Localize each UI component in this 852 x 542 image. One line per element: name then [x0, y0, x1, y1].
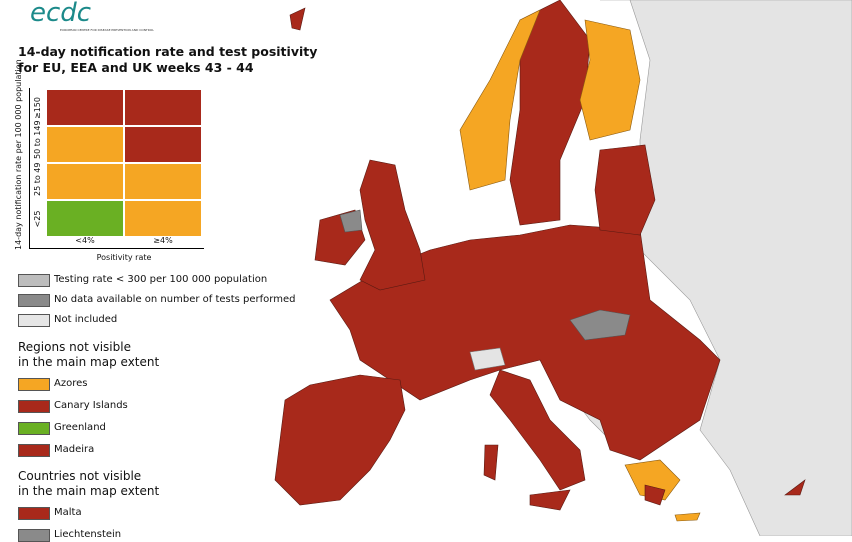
x-arrow — [29, 248, 204, 249]
continental-europe — [329, 224, 721, 461]
matrix-cell — [124, 200, 202, 237]
northern-ireland — [339, 209, 363, 233]
row-label: 25 to 49 — [33, 162, 42, 196]
sicily — [529, 489, 571, 511]
matrix-cell — [124, 163, 202, 200]
section-title: in the main map extent — [18, 484, 160, 498]
row-label: 50 to 149 — [33, 119, 42, 159]
legend-label: Liechtenstein — [54, 529, 122, 540]
legend-swatch — [18, 400, 50, 413]
legend-panel: ecdc EUROPEAN CENTRE FOR DISEASE PREVENT… — [0, 0, 317, 542]
great-britain — [359, 159, 426, 291]
legend-label: No data available on number of tests per… — [54, 294, 296, 305]
slovakia — [569, 309, 631, 341]
matrix-cell — [124, 89, 202, 126]
sardinia — [483, 444, 499, 481]
legend-swatch — [18, 378, 50, 391]
legend-label: Azores — [54, 378, 88, 389]
legend-swatch — [18, 314, 50, 327]
section-title: Regions not visible — [18, 340, 131, 354]
row-label: <25 — [33, 210, 42, 227]
norway — [459, 9, 541, 191]
matrix-cell — [46, 163, 124, 200]
matrix-cell — [124, 126, 202, 163]
legend-label: Testing rate < 300 per 100 000 populatio… — [54, 274, 268, 285]
peloponnese — [644, 484, 666, 506]
cyprus — [784, 479, 806, 496]
legend-label: Canary Islands — [54, 400, 128, 411]
legend-label: Madeira — [54, 444, 95, 455]
column-label: <4% — [75, 236, 95, 245]
iceland-part — [289, 7, 306, 31]
legend-swatch — [18, 444, 50, 457]
iberia — [274, 374, 406, 506]
matrix-cell — [46, 126, 124, 163]
crete — [674, 512, 701, 522]
x-axis-label: Positivity rate — [96, 253, 152, 262]
finland — [579, 19, 641, 141]
logo-text: ecdc — [30, 0, 92, 28]
section-title: Countries not visible — [18, 469, 142, 483]
matrix-cell — [46, 200, 124, 237]
italy — [489, 369, 586, 491]
y-axis-label: 14-day notification rate per 100 000 pop… — [14, 59, 23, 250]
title-line: for EU, EEA and UK weeks 43 - 44 — [18, 60, 254, 75]
y-arrow — [29, 88, 30, 248]
row-label: ≥150 — [33, 96, 42, 119]
legend-label: Malta — [54, 507, 82, 518]
title-line: 14-day notification rate and test positi… — [18, 44, 318, 59]
sweden — [509, 0, 591, 226]
logo-subtitle: EUROPEAN CENTRE FOR DISEASE PREVENTION A… — [60, 28, 154, 32]
section-title: in the main map extent — [18, 355, 160, 369]
legend-swatch — [18, 294, 50, 307]
legend-label: Greenland — [54, 422, 106, 433]
legend-swatch — [18, 507, 50, 520]
legend-swatch — [18, 422, 50, 435]
legend-label: Not included — [54, 314, 118, 325]
column-label: ≥4% — [153, 236, 173, 245]
greece — [624, 459, 681, 501]
legend-swatch — [18, 274, 50, 287]
switzerland — [469, 347, 506, 371]
matrix-cell — [46, 89, 124, 126]
baltics — [594, 144, 656, 236]
